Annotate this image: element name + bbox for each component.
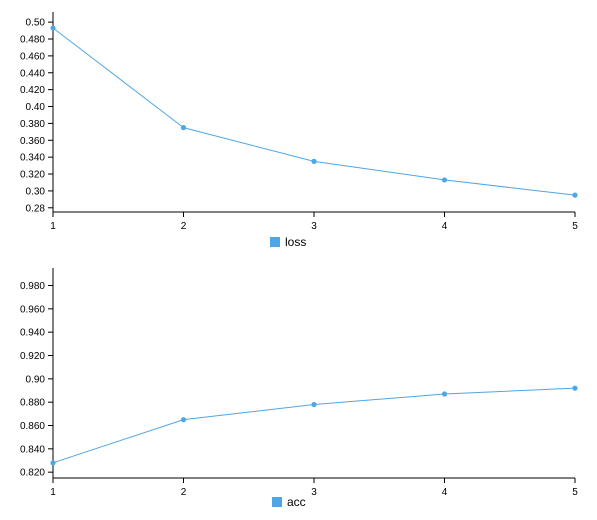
loss-y-tick-label: 0.40 [26,102,46,113]
acc-y-tick-label: 0.940 [20,328,45,339]
loss-legend-label: loss [285,235,306,249]
loss-y-tick-label: 0.28 [26,203,46,214]
loss-y-tick-label: 0.340 [20,153,45,164]
acc-data-point [50,460,56,466]
loss-x-tick-label: 3 [311,221,317,232]
loss-y-tick-label: 0.440 [20,68,45,79]
loss-series-line [52,27,576,196]
loss-y-tick-label: 0.460 [20,51,45,62]
acc-y-tick-label: 0.920 [20,351,45,362]
loss-x-tick-label: 5 [572,221,578,232]
acc-x-tick-label: 2 [181,487,187,498]
acc-data-point [180,417,187,423]
loss-data-point [50,25,56,31]
acc-series-line [52,387,576,464]
loss-y-tick-label: 0.50 [26,18,46,29]
acc-data-point [311,401,317,408]
loss-x-tick-label: 4 [442,221,448,232]
loss-data-point [311,158,317,164]
acc-y-tick-label: 0.90 [26,374,46,385]
loss-y-tick-label: 0.320 [20,170,45,181]
loss-y-tick-label: 0.480 [20,35,45,46]
acc-y-tick-label: 0.860 [20,421,45,432]
acc-x-tick-label: 1 [50,487,56,498]
loss-data-point [572,192,578,198]
loss-x-tick-label: 1 [50,221,56,232]
loss-y-tick-label: 0.420 [20,85,45,96]
loss-data-point [180,125,187,131]
loss-x-tick-label: 2 [181,221,187,232]
acc-y-tick-label: 0.880 [20,398,45,409]
acc-legend-swatch [272,497,282,507]
acc-legend-label: acc [287,495,306,509]
loss-y-tick-label: 0.30 [26,186,46,197]
loss-chart: 0.28 0.30 0.320 0.340 0.360 0.380 0.40 0.420 0.4… [20,12,578,249]
loss-y-tick-label: 0.360 [20,136,45,147]
acc-x-tick-label: 4 [442,487,448,498]
loss-legend-swatch [270,237,280,247]
acc-y-tick-label: 0.960 [20,304,45,315]
acc-y-tick-label: 0.820 [20,468,45,479]
acc-data-point [572,385,578,391]
loss-data-point [441,177,448,183]
acc-x-tick-label: 5 [572,487,578,498]
loss-y-tick-label: 0.380 [20,119,45,130]
acc-y-tick-label: 0.980 [20,281,45,292]
acc-chart: 0.820 0.840 0.860 0.880 0.90 0.920 0.940 0.960 0… [20,268,578,509]
acc-y-tick-label: 0.840 [20,444,45,455]
acc-data-point [441,391,448,397]
acc-x-tick-label: 3 [311,487,317,498]
